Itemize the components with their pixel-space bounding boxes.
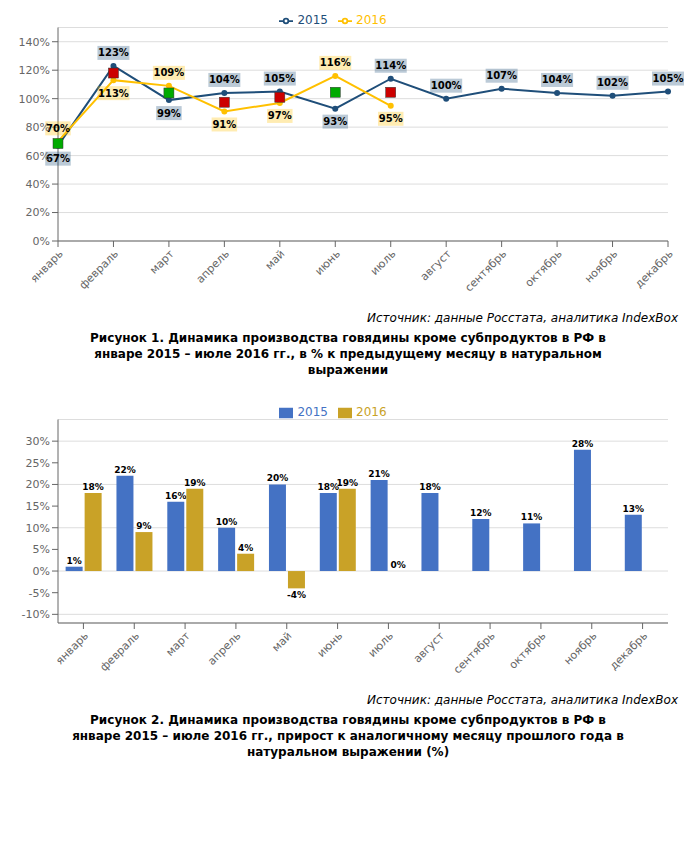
svg-text:70%: 70% bbox=[46, 122, 70, 134]
svg-text:май: май bbox=[270, 629, 295, 654]
svg-text:91%: 91% bbox=[212, 119, 236, 130]
svg-text:10%: 10% bbox=[216, 517, 238, 527]
svg-text:80%: 80% bbox=[26, 121, 50, 134]
html-text:2015: 2015 bbox=[297, 405, 328, 419]
svg-text:30%: 30% bbox=[26, 435, 50, 448]
html-text:январе 2015 – июле 2016 гг., в: январе 2015 – июле 2016 гг., в % к преды… bbox=[94, 347, 602, 361]
svg-text:март: март bbox=[147, 247, 177, 277]
svg-text:июнь: июнь bbox=[312, 247, 342, 277]
svg-text:140%: 140% bbox=[19, 36, 50, 49]
html-text:Рисунок 2. Динамика производст: Рисунок 2. Динамика производства говядин… bbox=[90, 713, 606, 727]
svg-text:105%: 105% bbox=[264, 73, 295, 84]
svg-text:20%: 20% bbox=[26, 478, 50, 491]
html-text:натуральном выражении (%): натуральном выражении (%) bbox=[246, 745, 450, 759]
svg-text:123%: 123% bbox=[98, 47, 129, 58]
svg-text:0%: 0% bbox=[33, 565, 50, 578]
svg-text:июль: июль bbox=[366, 629, 396, 659]
html-text:Рисунок 1. Динамика производст: Рисунок 1. Динамика производства говядин… bbox=[90, 331, 606, 345]
svg-text:1%: 1% bbox=[66, 556, 81, 566]
svg-text:28%: 28% bbox=[572, 439, 594, 449]
svg-text:февраль: февраль bbox=[97, 629, 141, 673]
svg-text:апрель: апрель bbox=[194, 247, 232, 285]
svg-text:16%: 16% bbox=[165, 491, 187, 501]
svg-text:109%: 109% bbox=[153, 67, 184, 78]
svg-text:105%: 105% bbox=[653, 73, 684, 84]
svg-text:100%: 100% bbox=[431, 80, 462, 91]
svg-text:5%: 5% bbox=[33, 543, 50, 556]
svg-text:декабрь: декабрь bbox=[632, 247, 675, 290]
svg-text:18%: 18% bbox=[317, 482, 340, 493]
svg-text:-5%: -5% bbox=[29, 587, 50, 600]
svg-text:114%: 114% bbox=[375, 60, 406, 71]
svg-text:-4%: -4% bbox=[287, 590, 306, 600]
svg-text:декабрь: декабрь bbox=[607, 629, 650, 672]
svg-text:октябрь: октябрь bbox=[506, 629, 548, 671]
svg-text:15%: 15% bbox=[26, 500, 50, 513]
svg-text:сентябрь: сентябрь bbox=[462, 247, 509, 294]
svg-text:9%: 9% bbox=[136, 521, 151, 531]
svg-text:60%: 60% bbox=[26, 150, 50, 163]
svg-text:93%: 93% bbox=[323, 116, 347, 127]
svg-text:август: август bbox=[418, 247, 454, 283]
svg-text:18%: 18% bbox=[419, 482, 441, 492]
svg-text:сентябрь: сентябрь bbox=[451, 629, 498, 676]
svg-text:июль: июль bbox=[368, 247, 398, 277]
html-text:2015: 2015 bbox=[297, 13, 328, 27]
svg-text:99%: 99% bbox=[157, 108, 181, 119]
svg-text:21%: 21% bbox=[368, 469, 390, 479]
svg-text:май: май bbox=[263, 247, 288, 272]
html-text:2016: 2016 bbox=[356, 405, 387, 419]
svg-text:100%: 100% bbox=[19, 93, 50, 106]
svg-text:104%: 104% bbox=[542, 74, 573, 85]
svg-text:август: август bbox=[411, 629, 447, 665]
svg-text:11%: 11% bbox=[521, 512, 543, 522]
svg-text:0%: 0% bbox=[390, 560, 405, 570]
svg-text:13%: 13% bbox=[623, 504, 645, 514]
html-text:Источник: данные Росстата, ана: Источник: данные Росстата, аналитика Ind… bbox=[367, 693, 678, 707]
svg-text:20%: 20% bbox=[267, 473, 289, 483]
svg-text:67%: 67% bbox=[46, 153, 70, 165]
svg-text:апрель: апрель bbox=[205, 629, 243, 667]
svg-text:19%: 19% bbox=[337, 478, 359, 488]
svg-text:июнь: июнь bbox=[315, 629, 345, 659]
svg-text:18%: 18% bbox=[82, 482, 104, 492]
svg-text:25%: 25% bbox=[26, 457, 50, 470]
svg-text:97%: 97% bbox=[268, 110, 292, 121]
svg-text:113%: 113% bbox=[98, 88, 129, 99]
svg-text:19%: 19% bbox=[184, 478, 206, 488]
svg-text:104%: 104% bbox=[209, 74, 240, 85]
svg-text:10%: 10% bbox=[26, 522, 50, 535]
svg-text:120%: 120% bbox=[19, 64, 50, 77]
svg-text:март: март bbox=[163, 629, 193, 659]
html-text:2016: 2016 bbox=[356, 13, 387, 27]
svg-text:ноябрь: ноябрь bbox=[561, 629, 599, 667]
svg-text:116%: 116% bbox=[320, 57, 351, 68]
html-text:выражении: выражении bbox=[307, 363, 389, 377]
svg-text:ноябрь: ноябрь bbox=[582, 247, 620, 285]
svg-text:0%: 0% bbox=[33, 235, 50, 248]
svg-text:4%: 4% bbox=[238, 543, 253, 553]
svg-text:22%: 22% bbox=[114, 465, 136, 475]
svg-text:январь: январь bbox=[28, 247, 66, 285]
svg-text:40%: 40% bbox=[26, 178, 50, 191]
svg-text:20%: 20% bbox=[26, 206, 50, 219]
html-text:Источник: данные Росстата, ана: Источник: данные Росстата, аналитика Ind… bbox=[367, 311, 678, 325]
svg-text:-10%: -10% bbox=[22, 608, 50, 621]
svg-text:октябрь: октябрь bbox=[523, 247, 565, 289]
svg-text:102%: 102% bbox=[597, 77, 628, 88]
svg-text:февраль: февраль bbox=[77, 247, 121, 291]
svg-text:107%: 107% bbox=[486, 70, 517, 81]
svg-text:95%: 95% bbox=[379, 113, 403, 124]
svg-text:январь: январь bbox=[53, 629, 91, 667]
html-text:январе 2015 – июле 2016 гг., п: январе 2015 – июле 2016 гг., прирост к а… bbox=[72, 729, 624, 743]
svg-text:12%: 12% bbox=[470, 508, 492, 518]
